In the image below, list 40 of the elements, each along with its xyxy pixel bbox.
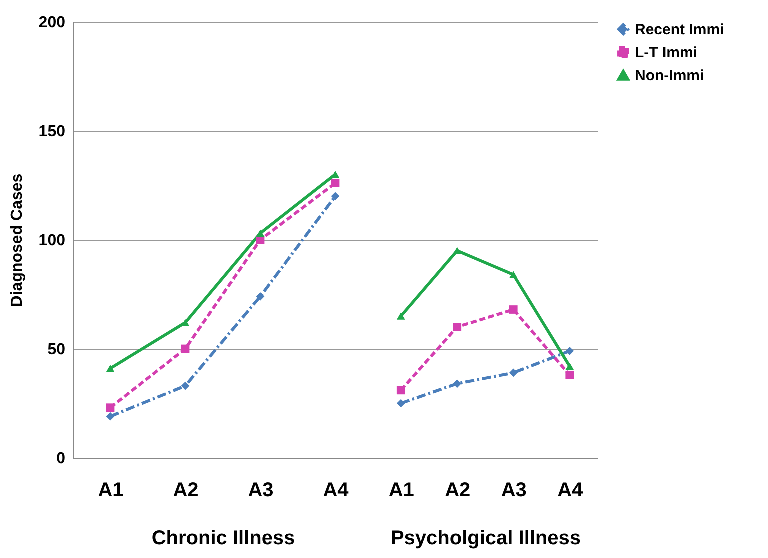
point (566, 370, 574, 380)
point (331, 179, 340, 188)
x-tick-label: A3 (248, 480, 274, 502)
point (453, 380, 462, 388)
x-tick-label: A4 (323, 480, 350, 502)
x-tick-label: A2 (445, 480, 471, 502)
point (106, 404, 115, 412)
point (181, 382, 190, 390)
point (181, 344, 190, 354)
point (331, 192, 340, 201)
point (396, 399, 406, 408)
y-tick-label: 150 (38, 124, 66, 140)
legend-label: L-T Immi (635, 44, 698, 62)
x-tick-label: A2 (173, 480, 199, 502)
legend-label: Non-Immi (635, 68, 704, 84)
y-tick-label: 0 (56, 450, 66, 468)
legend-label: Recent Immi (635, 22, 724, 38)
point (453, 323, 462, 332)
y-tick-label: 50 (48, 342, 66, 358)
x-tick-label: A4 (558, 480, 584, 502)
y-tick-label: 100 (38, 232, 66, 250)
point (256, 292, 265, 301)
point (106, 364, 115, 372)
x-axis-title: Chronic Illness (152, 528, 296, 550)
point (509, 271, 518, 279)
point (396, 386, 406, 395)
x-tick-label: A1 (98, 480, 124, 502)
x-tick-label: A1 (388, 480, 414, 502)
point (566, 346, 574, 356)
y-tick-label: 200 (38, 14, 66, 32)
point (509, 368, 518, 378)
point (566, 362, 574, 370)
x-axis-title: Psycholgical Illness (390, 528, 582, 550)
x-tick-label: A3 (501, 480, 527, 502)
point (396, 312, 406, 320)
point (453, 247, 462, 255)
y-axis-title: Diagnosed Cases (8, 174, 26, 308)
point (106, 412, 115, 421)
point (509, 306, 518, 314)
point (256, 230, 265, 238)
